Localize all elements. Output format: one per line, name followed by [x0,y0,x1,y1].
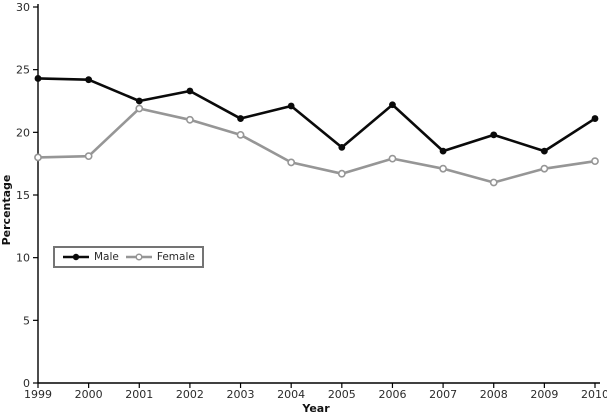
y-axis: 0 5 10 15 20 25 30 [16,1,39,390]
x-tick-label: 2006 [378,388,406,401]
male-point [135,97,143,105]
x-tick-label: 2002 [176,388,204,401]
y-tick-label: 15 [16,189,30,202]
y-tick-label: 0 [23,377,30,390]
series-male [34,75,599,155]
male-point [237,115,244,122]
male-line-sample-icon [63,253,89,261]
female-point [287,158,296,167]
male-point [287,102,295,110]
series-female [34,104,599,187]
series-lines [34,75,599,187]
x-tick-label: 1999 [24,388,52,401]
female-point [540,164,549,173]
female-point [186,115,194,124]
female-point [388,154,397,163]
legend-label-female: Female [156,251,195,263]
female-line-sample-icon [125,253,152,261]
female-point [439,164,447,173]
male-point [591,115,599,122]
female-line [36,107,597,184]
x-tick-label: 2005 [328,388,356,401]
male-point [439,147,447,155]
male-point [186,87,194,95]
male-line [36,77,597,153]
male-point [389,101,396,109]
female-point [489,178,498,187]
female-point [34,153,42,162]
x-tick-label: 2008 [480,388,508,401]
x-tick-label: 2001 [125,388,153,401]
legend-item-female: Female [125,251,195,263]
y-axis-title: Percentage [0,175,13,246]
female-point [135,104,144,113]
x-tick-label: 2003 [227,388,255,401]
male-point [490,131,498,139]
y-tick-label: 25 [16,64,30,77]
male-point [338,143,346,151]
female-point [84,152,93,161]
y-tick-label: 30 [16,1,30,14]
male-point [85,76,93,84]
female-point [591,157,599,166]
x-tick-label: 2010 [581,388,607,401]
female-point [236,130,245,139]
x-tick-label: 2009 [530,388,558,401]
legend-item-male: Male [62,251,119,263]
male-point [540,147,548,155]
y-tick-label: 5 [23,314,30,327]
y-tick-label: 20 [16,126,30,139]
x-tick-label: 2000 [75,388,103,401]
y-tick-label: 10 [16,252,30,265]
legend: Male Female [53,246,204,268]
x-axis: 1999 2000 2001 2002 2003 2004 2005 2006 2007 2008… [24,382,607,401]
male-point [34,75,42,82]
x-tick-label: 2004 [277,388,305,401]
x-tick-label: 2007 [429,388,457,401]
female-point [337,169,346,178]
legend-label-male: Male [94,251,119,263]
x-axis-title: Year [301,402,330,415]
